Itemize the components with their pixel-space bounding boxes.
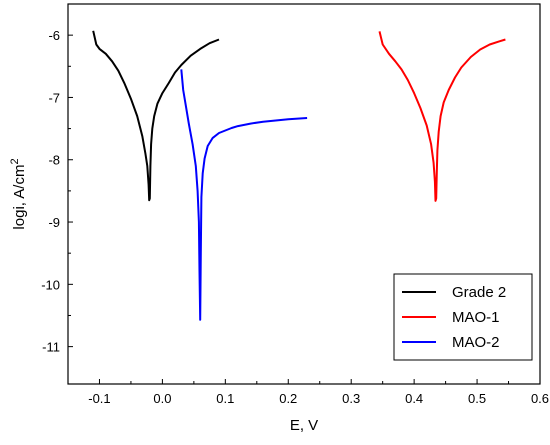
- x-tick-label: 0.1: [216, 391, 234, 406]
- plot-marks: [92, 30, 506, 321]
- x-tick-label: 0.0: [153, 391, 171, 406]
- plot-frame: [67, 3, 541, 385]
- legend-entry-label: MAO-2: [452, 334, 500, 351]
- x-tick-label: 0.4: [405, 391, 423, 406]
- x-axis-ticks: -0.1 0.0 0.1 0.2 0.3 0.4 0.5 0.6: [88, 379, 549, 406]
- legend-entry-label: Grade 2: [452, 284, 506, 301]
- y-tick-label: -11: [42, 340, 60, 355]
- series-line-mao-1: [378, 31, 506, 202]
- y-axis-label: logi, A/cm2: [9, 158, 28, 229]
- x-axis-label: E, V: [290, 417, 318, 434]
- y-axis-ticks: -11 -10 -9 -8 -7 -6: [41, 28, 73, 355]
- legend-entry-label: MAO-1: [452, 309, 500, 326]
- legend: Grade 2 MAO-1 MAO-2: [393, 273, 533, 361]
- x-tick-label: 0.3: [342, 391, 360, 406]
- x-tick-label: 0.5: [468, 391, 486, 406]
- series-line-mao-2: [180, 69, 308, 321]
- y-tick-label: -7: [48, 90, 60, 105]
- y-tick-label: -8: [48, 153, 60, 168]
- y-tick-label: -6: [48, 28, 60, 43]
- x-tick-label: -0.1: [88, 391, 110, 406]
- x-tick-label: 0.6: [531, 391, 549, 406]
- series-line-grade-2: [92, 30, 220, 202]
- y-tick-label: -10: [41, 277, 60, 292]
- x-tick-label: 0.2: [279, 391, 297, 406]
- y-tick-label: -9: [48, 215, 60, 230]
